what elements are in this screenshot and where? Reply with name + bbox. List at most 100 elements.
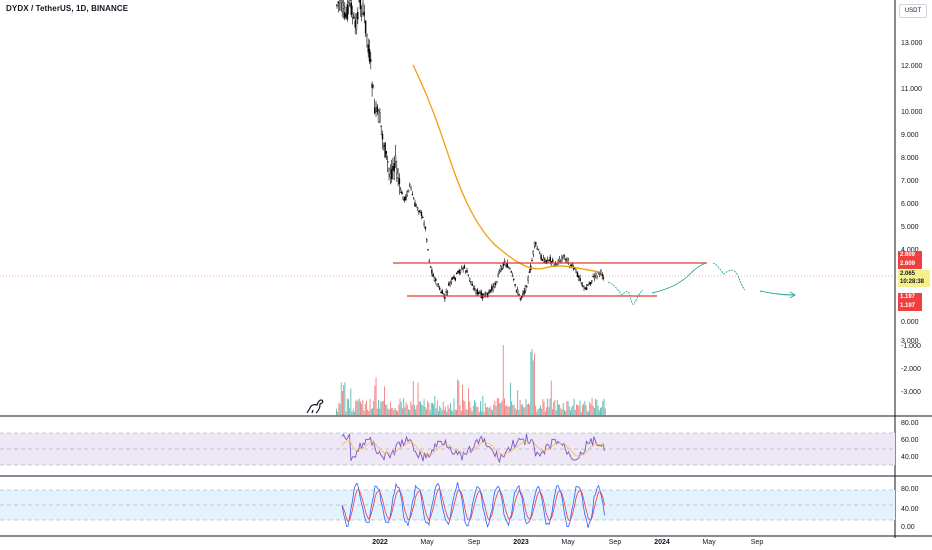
candle-body bbox=[600, 269, 602, 273]
volume-bar bbox=[590, 404, 592, 416]
volume-bar bbox=[464, 401, 466, 416]
volume-bar bbox=[391, 408, 393, 416]
volume-bar bbox=[357, 400, 359, 416]
volume-bar bbox=[343, 384, 345, 416]
symbol-title[interactable]: DYDX / TetherUS, 1D, BINANCE bbox=[6, 4, 129, 13]
volume-bar bbox=[484, 402, 486, 416]
candle-body bbox=[527, 277, 529, 281]
volume-bar bbox=[349, 408, 351, 416]
volume-bar bbox=[372, 408, 373, 416]
volume-bar bbox=[577, 405, 579, 416]
candle-body bbox=[582, 285, 584, 287]
candle-body bbox=[505, 264, 507, 267]
candle-body bbox=[427, 249, 429, 251]
volume-bar bbox=[387, 408, 389, 416]
volume-bar bbox=[494, 400, 496, 416]
volume-bar bbox=[366, 400, 367, 416]
candle-body bbox=[424, 226, 427, 229]
candle-body bbox=[463, 265, 466, 269]
volume-bar bbox=[373, 401, 375, 416]
volume-bar bbox=[583, 403, 585, 416]
volume-bar bbox=[600, 407, 601, 416]
volume-bar bbox=[554, 399, 556, 416]
volume-bar bbox=[442, 401, 444, 416]
price-tick: 4.000 bbox=[901, 247, 919, 254]
currency-button[interactable]: USDT bbox=[899, 4, 927, 18]
volume-bar bbox=[350, 388, 352, 416]
volume-bar bbox=[434, 396, 436, 416]
volume-bar bbox=[396, 410, 397, 416]
candle-body bbox=[458, 269, 460, 274]
volume-bar bbox=[481, 410, 483, 416]
volume-bar bbox=[385, 404, 387, 416]
rsi-average-line bbox=[341, 438, 605, 457]
candle-body bbox=[579, 277, 581, 282]
support-badge: 1.197 bbox=[898, 302, 922, 311]
candle-body bbox=[355, 17, 358, 30]
volume-bar bbox=[514, 408, 516, 416]
time-tick: May bbox=[420, 539, 434, 546]
candle-body bbox=[591, 280, 593, 283]
price-scale[interactable]: 13.000 12.000 11.000 10.000 9.000 8.000 … bbox=[895, 0, 932, 416]
candle-body bbox=[344, 12, 346, 19]
candle-body bbox=[488, 291, 490, 294]
candle-body bbox=[536, 248, 538, 250]
candle-body bbox=[487, 292, 489, 298]
volume-bar bbox=[399, 398, 401, 416]
countdown-badge: 10:28:38 bbox=[898, 278, 930, 287]
volume-bar bbox=[429, 410, 431, 416]
volume-bar bbox=[487, 406, 489, 416]
volume-bar bbox=[586, 410, 588, 416]
volume-bar bbox=[402, 408, 403, 416]
candle-body bbox=[528, 271, 531, 273]
volume-bar bbox=[416, 405, 418, 416]
candle-body bbox=[409, 183, 411, 186]
stoch-tick: 80.00 bbox=[901, 486, 919, 493]
candle-body bbox=[411, 194, 414, 196]
volume-bar bbox=[560, 408, 562, 416]
candle-body bbox=[497, 273, 499, 277]
volume-bar bbox=[535, 405, 537, 416]
volume-bar bbox=[463, 400, 465, 416]
volume-bar bbox=[471, 411, 473, 416]
volume-bar bbox=[340, 382, 342, 416]
volume-bar bbox=[408, 409, 409, 416]
candle-body bbox=[419, 209, 421, 213]
volume-bar bbox=[454, 409, 456, 416]
candle-body bbox=[523, 290, 525, 294]
candle-body bbox=[511, 274, 514, 277]
candle-body bbox=[575, 269, 577, 273]
candle-body bbox=[559, 259, 562, 261]
candle-body bbox=[537, 248, 540, 251]
volume-bar bbox=[446, 411, 448, 416]
candle-body bbox=[374, 107, 376, 114]
volume-bar bbox=[412, 381, 414, 416]
volume-bar bbox=[426, 409, 427, 416]
time-tick: Sep bbox=[608, 539, 622, 546]
candle-body bbox=[533, 242, 536, 247]
candle-body bbox=[375, 103, 377, 113]
volume-bar bbox=[459, 405, 461, 416]
volume-bar bbox=[516, 409, 517, 416]
candle-body bbox=[461, 267, 463, 270]
volume-bar bbox=[466, 409, 468, 416]
volume-bar bbox=[441, 410, 443, 416]
volume-bar bbox=[512, 405, 514, 416]
volume-bar bbox=[469, 401, 471, 416]
candle-body bbox=[491, 286, 493, 291]
candle-body bbox=[455, 272, 458, 274]
volume-bar bbox=[453, 398, 455, 416]
volume-bar bbox=[488, 408, 490, 416]
candle-body bbox=[535, 242, 537, 245]
volume-bar bbox=[518, 409, 520, 416]
price-tick: -3.000 bbox=[901, 389, 921, 396]
volume-bar bbox=[602, 401, 604, 416]
volume-bar bbox=[524, 407, 526, 416]
volume-bar bbox=[457, 379, 459, 416]
candle-body bbox=[337, 1, 339, 4]
volume-bar bbox=[418, 401, 420, 416]
volume-bar bbox=[589, 401, 591, 416]
candle-body bbox=[362, 3, 364, 14]
candle-body bbox=[436, 284, 438, 287]
